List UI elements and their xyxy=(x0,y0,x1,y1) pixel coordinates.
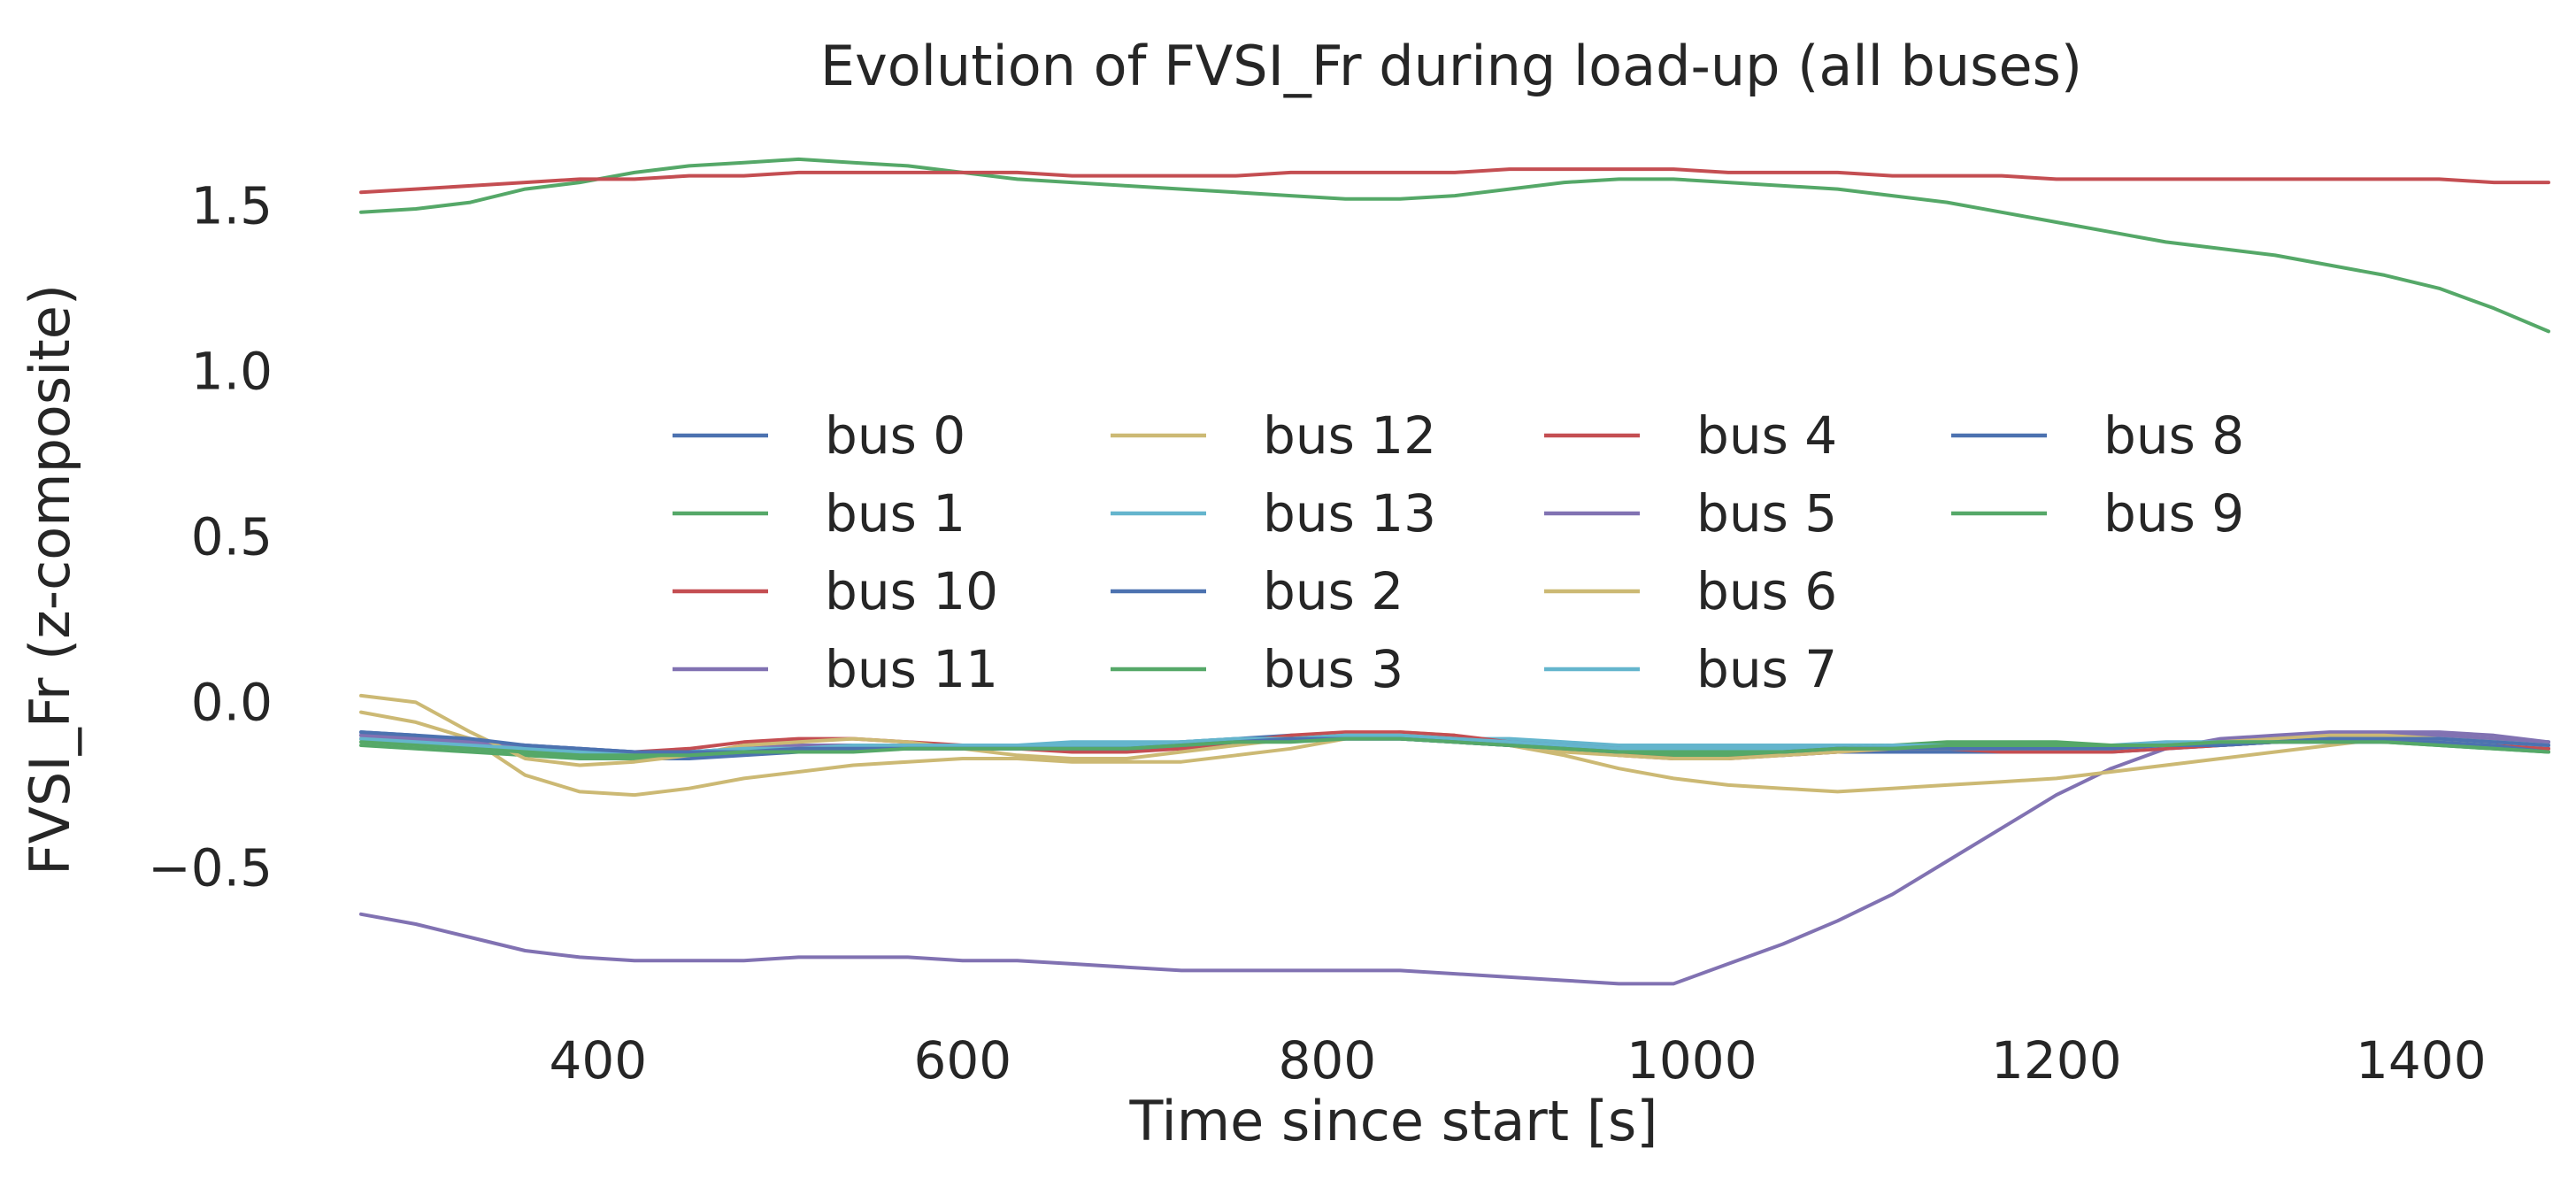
y-axis-ticks: 1.5 1.0 0.5 0.0 −0.5 xyxy=(148,175,273,898)
legend-label: bus 6 xyxy=(1696,561,1837,621)
x-tick-label: 1200 xyxy=(1991,1030,2122,1091)
legend-label: bus 10 xyxy=(825,561,998,621)
chart-title: Evolution of FVSI_Fr during load-up (all… xyxy=(820,34,2082,98)
series-line-bus-4 xyxy=(359,730,2550,760)
series-line-bus-10 xyxy=(359,167,2550,195)
series-line-bus-1 xyxy=(359,157,2550,334)
legend-label: bus 4 xyxy=(1696,405,1837,466)
y-tick-label: −0.5 xyxy=(148,837,273,898)
legend-label: bus 5 xyxy=(1696,483,1837,543)
y-tick-label: 0.5 xyxy=(191,506,273,567)
x-tick-label: 800 xyxy=(1278,1030,1376,1091)
legend-label: bus 2 xyxy=(1263,561,1403,621)
x-axis-ticks: 400 600 800 1000 1200 1400 xyxy=(549,1030,2486,1091)
legend: bus 0 bus 1 bus 10 bus 11 bus 12 bus 13 bus 2 b… xyxy=(673,405,2244,699)
y-tick-label: 0.0 xyxy=(191,672,273,732)
legend-label: bus 11 xyxy=(825,639,998,699)
legend-label: bus 0 xyxy=(825,405,965,466)
series-line-bus-9 xyxy=(359,736,2550,758)
legend-label: bus 1 xyxy=(825,483,965,543)
x-tick-label: 1400 xyxy=(2356,1030,2487,1091)
legend-label: bus 13 xyxy=(1263,483,1436,543)
legend-label: bus 8 xyxy=(2103,405,2244,466)
y-tick-label: 1.0 xyxy=(191,341,273,401)
y-tick-label: 1.5 xyxy=(191,175,273,235)
legend-label: bus 7 xyxy=(1696,639,1837,699)
legend-label: bus 9 xyxy=(2103,483,2244,543)
x-tick-label: 400 xyxy=(549,1030,647,1091)
series-line-bus-11 xyxy=(359,730,2550,986)
x-tick-label: 1000 xyxy=(1626,1030,1757,1091)
y-axis-label: FVSI_Fr (z-composite) xyxy=(18,284,82,875)
plot-area xyxy=(359,157,2550,986)
x-tick-label: 600 xyxy=(913,1030,1011,1091)
x-axis-label: Time since start [s] xyxy=(1129,1089,1658,1153)
legend-label: bus 12 xyxy=(1263,405,1436,466)
legend-label: bus 3 xyxy=(1263,639,1403,699)
